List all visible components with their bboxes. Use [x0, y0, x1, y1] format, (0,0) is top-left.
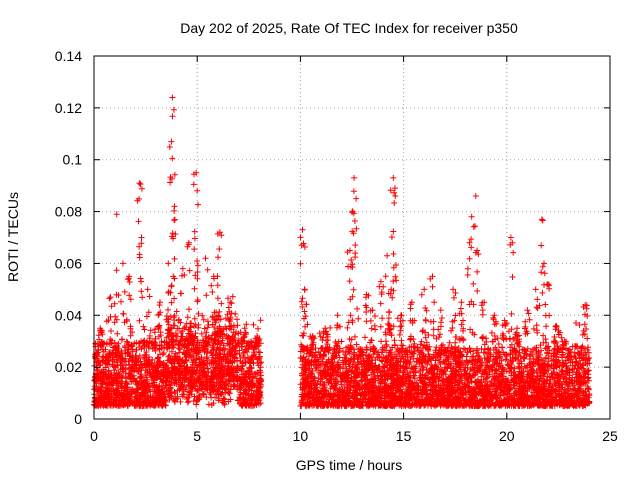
data-point: [495, 341, 502, 347]
data-point: [200, 316, 207, 323]
data-point: [195, 386, 202, 393]
chart-title: Day 202 of 2025, Rate Of TEC Index for r…: [180, 20, 518, 36]
data-point: [257, 317, 264, 324]
data-point: [460, 345, 467, 352]
data-point: [108, 328, 114, 334]
data-point: [232, 310, 239, 317]
data-point: [344, 324, 351, 331]
data-point: [165, 353, 172, 360]
data-point: [177, 398, 184, 405]
data-point: [448, 327, 454, 334]
grid-lines: [94, 56, 610, 419]
data-point: [184, 399, 191, 406]
data-point: [147, 327, 154, 334]
data-point: [226, 390, 233, 397]
data-point: [129, 329, 136, 336]
data-point: [123, 338, 130, 345]
data-point: [205, 401, 212, 408]
data-points: [91, 94, 593, 409]
data-point: [581, 321, 588, 328]
data-point: [255, 325, 261, 332]
data-point: [204, 318, 211, 325]
data-point: [234, 316, 240, 323]
data-point: [166, 396, 173, 403]
data-point: [250, 321, 257, 328]
data-point: [141, 326, 148, 333]
data-point: [191, 323, 198, 330]
data-point: [114, 330, 121, 337]
data-point: [377, 323, 384, 330]
